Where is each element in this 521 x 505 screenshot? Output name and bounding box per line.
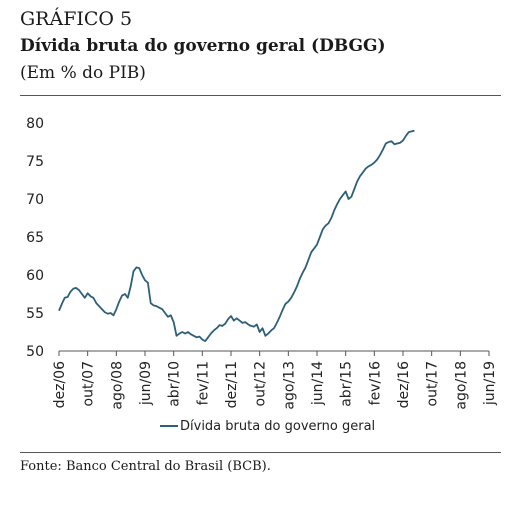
top-rule [20,95,501,96]
y-tick-label: 80 [26,116,44,132]
x-tick-label: abr/15 [339,361,355,407]
figure-label: GRÁFICO 5 [20,8,133,30]
x-tick-label: jun/19 [482,361,498,406]
x-tick-label: out/17 [425,361,441,406]
x-tick-label: jun/09 [138,361,154,406]
chart-title: Dívida bruta do governo geral (DBGG) [20,36,386,56]
source-note: Fonte: Banco Central do Brasil (BCB). [20,459,271,474]
y-tick-label: 75 [26,154,44,170]
y-tick-label: 55 [26,306,44,322]
x-tick-label: abr/10 [167,361,183,407]
x-tick-label: jun/14 [310,361,326,406]
x-tick-label: ago/18 [453,361,469,410]
x-tick-label: dez/16 [396,361,412,408]
y-tick-label: 65 [26,230,44,246]
y-tick-label: 50 [26,344,44,360]
series-line [58,129,415,343]
x-tick-label: ago/08 [109,361,125,410]
bottom-rule [20,452,501,453]
x-tick-label: out/12 [253,361,269,406]
x-tick-label: dez/06 [52,361,68,408]
x-tick-label: fev/11 [195,361,211,405]
x-tick-label: fev/16 [367,361,383,405]
y-tick-label: 70 [26,192,44,208]
chart-area: 50 55 60 65 70 75 80 dez/06 out/07 ago/08 jun/09 ab… [26,116,498,434]
x-tick-label: dez/11 [224,361,240,408]
legend-label: Dívida bruta do governo geral [180,419,375,434]
x-tick-label: out/07 [81,361,97,406]
x-tick-label: ago/13 [281,361,297,410]
chart-subtitle: (Em % do PIB) [20,63,146,83]
y-tick-label: 60 [26,268,44,284]
